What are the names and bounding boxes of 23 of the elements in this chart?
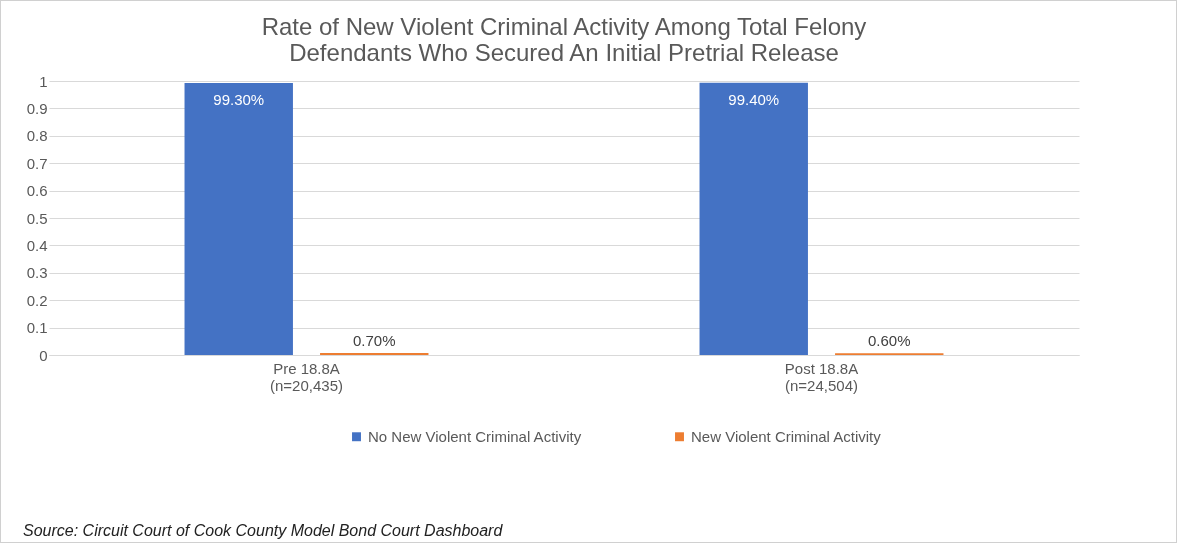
data-label: 99.30% [213, 90, 265, 108]
x-tick-label: Post 18.8A (n=24,504) [784, 359, 859, 394]
y-tick-label: 0.2 [26, 291, 48, 309]
y-tick-label: 0.7 [26, 154, 48, 172]
bar [184, 82, 293, 355]
source-note: Source: Circuit Court of Cook County Model Bond Court Dashboard [23, 522, 503, 540]
y-tick-label: 0.6 [26, 182, 48, 200]
legend-label: No New Violent Criminal Activity [368, 427, 582, 445]
y-tick-label: 0 [39, 346, 48, 364]
y-tick-label: 0.8 [26, 127, 48, 145]
data-label: 0.70% [352, 332, 396, 350]
data-label: 0.60% [867, 332, 911, 350]
y-tick-label: 0.3 [26, 264, 48, 282]
y-tick-label: 0.1 [26, 319, 48, 337]
legend-label: New Violent Criminal Activity [691, 427, 882, 445]
y-tick-label: 0.9 [26, 99, 48, 117]
bar [699, 82, 808, 355]
y-tick-label: 0.5 [26, 209, 48, 227]
y-tick-label: 1 [39, 72, 48, 90]
data-label: 99.40% [728, 90, 780, 108]
chart-title: Rate of New Violent Criminal Activity Among Total Felony Defendants Who Secured An Initial Pretrial Release [261, 13, 867, 66]
x-tick-label: Pre 18.8A (n=20,435) [270, 359, 343, 394]
y-tick-label: 0.4 [26, 236, 48, 254]
